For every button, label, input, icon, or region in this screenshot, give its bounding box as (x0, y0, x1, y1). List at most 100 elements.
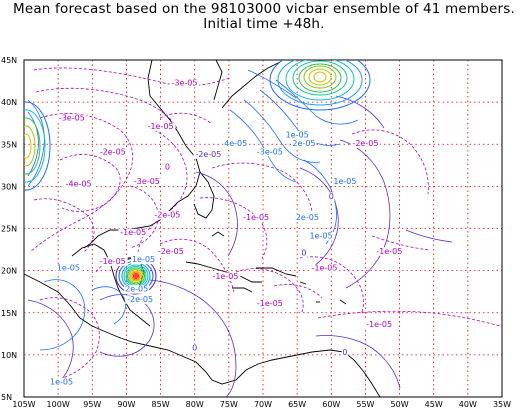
contour-label-bg (97, 147, 128, 157)
contour-label-bg (63, 179, 94, 189)
contour-labels: -3e-05 -3e-05 -1e-05 -2e-05 -4e-05 -3e-05 0 -2e… (49, 78, 405, 387)
contour-label: -3e-05 (171, 78, 197, 87)
contour-label: -1e-05 (257, 299, 283, 308)
map-title-line-2: Initial time +48h. (203, 16, 325, 32)
coastlines (24, 60, 381, 397)
contour-label: -1e-05 (120, 228, 146, 237)
contour-label-bg (364, 320, 394, 330)
contour-label-bg (332, 177, 358, 186)
contour-label-bg (169, 78, 200, 88)
contour-label: -4e-05 (66, 179, 92, 188)
lon-tick-label: 35W (493, 400, 511, 409)
atlantic-maximum (269, 60, 371, 111)
contour-label: 2e-05 (292, 139, 315, 148)
lat-lon-grid (24, 60, 502, 397)
contour-label-bg (284, 131, 310, 140)
contour-label-bg (350, 139, 381, 148)
western-maximum (24, 101, 51, 191)
lat-tick-label: 40N (1, 98, 17, 107)
contour-label: 1e-05 (286, 131, 309, 140)
contour-label-bg (164, 163, 171, 172)
contour-label: -3e-05 (134, 177, 160, 186)
contour-label: 1e-05 (333, 177, 356, 186)
contour-label: -1e-05 (212, 272, 238, 281)
lon-tick-label: 105W (12, 400, 35, 409)
contour-label: -3e-05 (257, 147, 283, 156)
lon-tick-label: 95W (83, 400, 101, 409)
contour-label-bg (49, 377, 75, 387)
contour-label: 0 (342, 348, 347, 357)
contour-label: 1e-05 (57, 264, 80, 273)
contour-label-bg (210, 272, 241, 282)
contour-label: -1e-05 (366, 320, 392, 329)
contour-label-bg (255, 147, 285, 157)
contour-label: -2e-05 (127, 295, 153, 304)
lat-tick-label: 20N (1, 267, 17, 276)
contour-label-bg (131, 255, 156, 265)
contour-label-bg (57, 114, 87, 123)
contour-label-bg (255, 299, 285, 309)
contour-label: -1e-05 (148, 122, 174, 131)
contour-label: 0 (165, 163, 170, 172)
lat-tick-label: 25N (1, 225, 17, 234)
lon-tick-label: 70W (254, 400, 272, 409)
contour-label: -1e-05 (100, 257, 126, 266)
contour-label: -2e-05 (154, 211, 180, 220)
contour-label-bg (118, 228, 149, 238)
contour-label: -1e-05 (311, 264, 337, 273)
lat-tick-label: 15N (1, 309, 17, 318)
contour-label-bg (152, 211, 183, 220)
contour-label-bg (223, 139, 249, 148)
contour-label: -2e-05 (100, 147, 126, 156)
contour-label: -2e-05 (195, 150, 221, 159)
contour-label: 1e-05 (50, 377, 73, 386)
lat-tick-label: 5N (1, 393, 12, 402)
lon-tick-label: 50W (391, 400, 409, 409)
contour-label-bg (309, 264, 340, 273)
contour-label-bg (97, 257, 128, 266)
contour-label-bg (327, 192, 335, 202)
map-title-line-1: Mean forecast based on the 98103000 vicb… (12, 1, 515, 17)
lon-tick-label: 45W (425, 400, 443, 409)
contour-label-bg (341, 348, 349, 357)
contour-label-bg (308, 232, 334, 241)
contour-label: 0 (192, 344, 197, 353)
contour-label-bg (374, 247, 405, 256)
contour-label-bg (156, 247, 186, 256)
contour-label: 2e-05 (296, 213, 319, 222)
contour-label-bg (291, 139, 317, 148)
negative-contours (29, 67, 501, 381)
lon-tick-label: 60W (322, 400, 340, 409)
contour-label-bg (300, 248, 308, 258)
lon-tick-label: 40W (459, 400, 477, 409)
lon-tick-label: 80W (186, 400, 204, 409)
contour-label: -1e-05 (376, 247, 402, 256)
contour-label: -1e-05 (243, 213, 269, 222)
contour-label: 0 (329, 192, 334, 201)
lat-tick-label: 30N (1, 182, 17, 191)
contour-label-bg (124, 285, 150, 294)
contour-label: 1e-05 (132, 255, 155, 264)
contour-label-bg (193, 150, 224, 159)
contour-label-bg (241, 213, 271, 223)
lon-tick-label: 75W (220, 400, 238, 409)
lat-tick-label: 45N (1, 56, 17, 65)
contour-label: -2e-05 (158, 247, 184, 256)
zero-contours (27, 95, 453, 397)
lat-tick-label: 35N (1, 140, 17, 149)
lon-tick-label: 90W (117, 400, 135, 409)
contour-label: 0 (301, 248, 306, 257)
contour-label-bg (125, 295, 155, 304)
contour-label: 2e-05 (125, 285, 148, 294)
contour-label-bg (55, 264, 81, 273)
contour-label: -2e-05 (352, 139, 378, 148)
positive-contours (27, 69, 359, 351)
contour-label: 1e-05 (310, 232, 333, 241)
lat-tick-label: 10N (1, 351, 17, 360)
contour-label-bg (145, 122, 176, 132)
contour-label-bg (132, 177, 162, 186)
contour-label-bg (294, 213, 320, 223)
lon-tick-label: 55W (356, 400, 374, 409)
contour-label: 4e-05 (224, 139, 247, 148)
